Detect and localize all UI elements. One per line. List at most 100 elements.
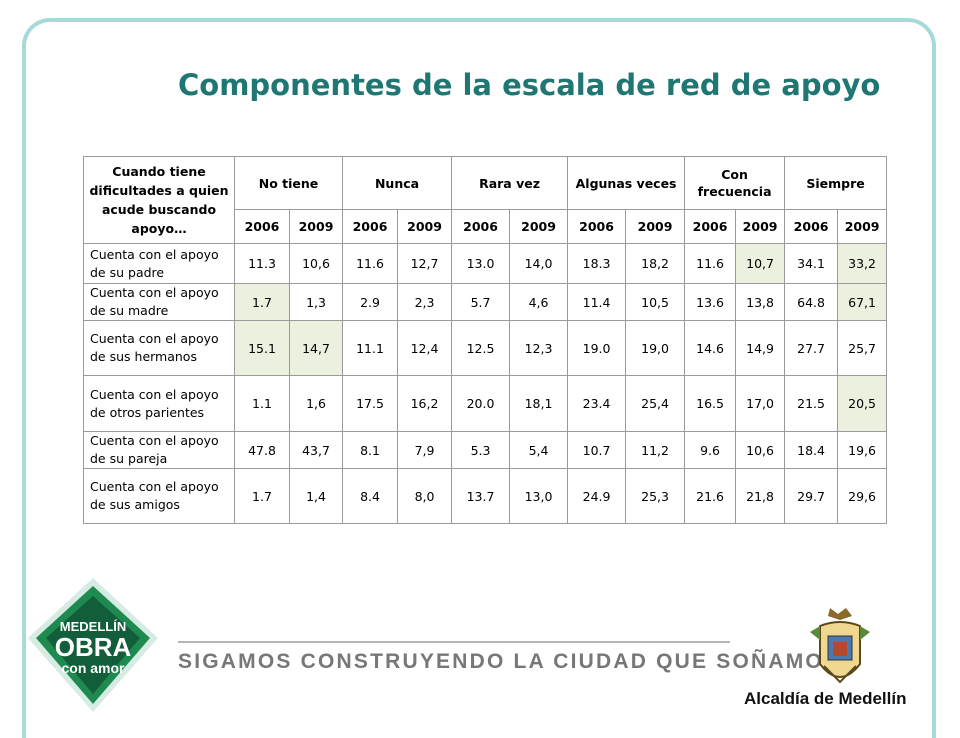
- logo-text-line1: MEDELLÍN: [60, 619, 126, 634]
- table-row: Cuenta con el apoyo de su madre 1.7 1,3 2.9…: [83, 283, 888, 321]
- table-cell: 10,6: [735, 431, 786, 469]
- table-cell: 64.8: [784, 283, 839, 321]
- table-cell: 13,8: [735, 283, 786, 321]
- table-cell: 7,9: [397, 431, 453, 469]
- table-cell: 23.4: [567, 375, 627, 432]
- year-header: 2006: [234, 209, 290, 244]
- year-header: 2006: [451, 209, 511, 244]
- table-cell: 12,7: [397, 243, 453, 284]
- table-cell: 12.5: [451, 320, 511, 376]
- table-cell: 16,2: [397, 375, 453, 432]
- table-cell: 10,5: [625, 283, 686, 321]
- table-cell: 25,7: [837, 320, 888, 376]
- group-header: Nunca: [342, 156, 453, 210]
- row-label: Cuenta con el apoyo de su padre: [83, 243, 235, 284]
- table-cell: 10,6: [288, 243, 344, 284]
- table-cell: 12,4: [397, 320, 453, 376]
- table-cell: 21,8: [735, 468, 786, 524]
- table-cell: 2.9: [342, 283, 399, 321]
- year-header: 2009: [837, 209, 888, 244]
- logo-text-line3: con amor: [61, 660, 125, 676]
- slide-frame: [22, 18, 936, 738]
- table-cell: 1,3: [288, 283, 344, 321]
- table-cell: 17.5: [342, 375, 399, 432]
- table-cell: 17,0: [735, 375, 786, 432]
- table-cell: 19.0: [567, 320, 627, 376]
- row-label: Cuenta con el apoyo de su pareja: [83, 431, 235, 469]
- slogan-rule: [178, 641, 730, 643]
- table-cell: 18,2: [625, 243, 686, 284]
- table-cell: 14,7: [288, 320, 344, 376]
- table-cell: 14,9: [735, 320, 786, 376]
- page-title: Componentes de la escala de red de apoyo: [178, 68, 881, 102]
- table-cell: 25,3: [625, 468, 686, 524]
- table-cell: 15.1: [234, 320, 290, 376]
- table-cell: 27.7: [784, 320, 839, 376]
- year-header: 2006: [784, 209, 839, 244]
- table-cell: 13.6: [684, 283, 737, 321]
- table-cell: 29,6: [837, 468, 888, 524]
- table-cell: 11.6: [342, 243, 399, 284]
- alcaldia-label: Alcaldía de Medellín: [744, 689, 907, 708]
- table-cell: 14,0: [509, 243, 569, 284]
- year-header: 2009: [509, 209, 569, 244]
- table-cell: 4,6: [509, 283, 569, 321]
- group-header: No tiene: [233, 156, 344, 210]
- row-label: Cuenta con el apoyo de otros parientes: [83, 375, 235, 432]
- table-cell: 19,0: [625, 320, 686, 376]
- table-cell: 1.1: [234, 375, 290, 432]
- table-cell: 11.6: [684, 243, 737, 284]
- year-header: 2006: [684, 209, 737, 244]
- table-row: Cuenta con el apoyo de sus amigos 1.7 1,4 8…: [83, 468, 888, 524]
- support-network-table: Cuando tiene dificultades a quien acude …: [83, 156, 888, 524]
- table-cell: 9.6: [684, 431, 737, 469]
- table-cell: 13.7: [451, 468, 511, 524]
- table-cell: 5,4: [509, 431, 569, 469]
- year-header: 2009: [625, 209, 686, 244]
- table-cell: 8.1: [342, 431, 399, 469]
- table-cell: 2,3: [397, 283, 453, 321]
- table-cell: 33,2: [837, 243, 888, 284]
- table-cell: 29.7: [784, 468, 839, 524]
- table-row: Cuenta con el apoyo de su padre 11.3 10,6 1…: [83, 243, 888, 284]
- table-cell: 47.8: [234, 431, 290, 469]
- year-header: 2006: [567, 209, 627, 244]
- table-cell: 21.6: [684, 468, 737, 524]
- medellin-coat-of-arms-icon: [810, 608, 870, 684]
- year-header: 2009: [735, 209, 786, 244]
- table-cell: 10.7: [567, 431, 627, 469]
- year-header: 2009: [397, 209, 453, 244]
- table-cell: 13.0: [451, 243, 511, 284]
- header-row-years: 2006 2009 2006 2009 2006 2009 2006 2009 …: [84, 209, 888, 244]
- table-cell: 11.1: [342, 320, 399, 376]
- table-row: Cuenta con el apoyo de su pareja 47.8 43,7…: [83, 431, 888, 469]
- table-cell: 18.4: [784, 431, 839, 469]
- table-cell: 1,6: [288, 375, 344, 432]
- row-label: Cuenta con el apoyo de sus amigos: [83, 468, 235, 524]
- year-header: 2009: [288, 209, 344, 244]
- table-cell: 18,1: [509, 375, 569, 432]
- table-cell: 8.4: [342, 468, 399, 524]
- table-row: Cuenta con el apoyo de sus hermanos 15.1 1…: [83, 320, 888, 376]
- table-cell: 5.3: [451, 431, 511, 469]
- table-body: Cuenta con el apoyo de su padre 11.3 10,6 1…: [83, 243, 888, 524]
- table-cell: 18.3: [567, 243, 627, 284]
- table-cell: 43,7: [288, 431, 344, 469]
- table-cell: 13,0: [509, 468, 569, 524]
- table-cell: 20,5: [837, 375, 888, 432]
- medellin-obra-logo: MEDELLÍN OBRA con amor: [28, 578, 158, 712]
- group-header: Rara vez: [451, 156, 569, 210]
- year-header: 2006: [342, 209, 399, 244]
- table-cell: 11,2: [625, 431, 686, 469]
- table-cell: 67,1: [837, 283, 888, 321]
- row-label: Cuenta con el apoyo de su madre: [83, 283, 235, 321]
- table-cell: 5.7: [451, 283, 511, 321]
- header-row-groups: Cuando tiene dificultades a quien acude …: [83, 156, 888, 244]
- table-cell: 21.5: [784, 375, 839, 432]
- table-cell: 11.3: [234, 243, 290, 284]
- group-header: Siempre: [784, 156, 888, 210]
- table-cell: 12,3: [509, 320, 569, 376]
- table-row: Cuenta con el apoyo de otros parientes 1.…: [83, 375, 888, 432]
- table-cell: 1.7: [234, 283, 290, 321]
- table-cell: 1,4: [288, 468, 344, 524]
